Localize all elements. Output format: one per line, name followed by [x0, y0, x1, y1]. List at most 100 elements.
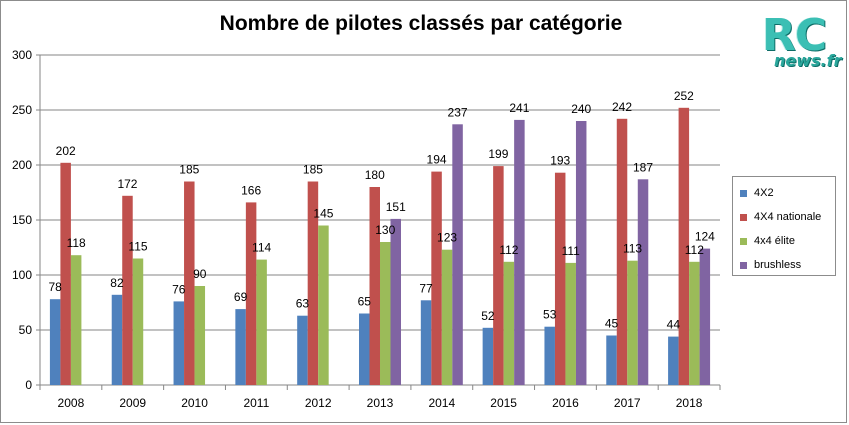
bar-4x2-2008: [49, 299, 61, 385]
bar-4x4-lite-2017: [627, 260, 638, 385]
legend-label: 4x4 élite: [754, 235, 795, 247]
bar-4x4-nationale-2010: [184, 181, 195, 385]
bar-brushless-2018: [699, 248, 711, 385]
y-tick-label: 200: [12, 158, 32, 172]
y-tick-label: 300: [12, 48, 32, 62]
data-label: 185: [303, 163, 323, 177]
data-label: 145: [313, 207, 333, 221]
x-tick-label: 2012: [305, 396, 332, 410]
chart-title: Nombre de pilotes classés par catégorie: [220, 12, 623, 35]
x-tick-label: 2009: [119, 396, 146, 410]
data-label: 82: [110, 276, 124, 290]
x-tick-label: 2017: [614, 396, 641, 410]
bar-brushless-2015: [514, 119, 525, 386]
bar-4x4-lite-2010: [194, 286, 206, 385]
bar-4x4-nationale-2018: [678, 107, 690, 386]
bar-4x4-lite-2014: [441, 249, 453, 385]
data-label: 78: [48, 280, 62, 294]
bars: [49, 107, 711, 386]
data-label: 187: [633, 160, 653, 174]
legend-item: 4X2: [740, 186, 774, 200]
bar-4x4-lite-2016: [565, 262, 576, 385]
legend-label: 4X2: [754, 187, 774, 199]
bar-4x4-lite-2009: [132, 258, 144, 385]
bar-4x4-nationale-2015: [493, 166, 504, 385]
bar-4x4-nationale-2008: [60, 162, 71, 385]
data-label: 252: [674, 89, 694, 103]
x-tick-label: 2015: [490, 396, 517, 410]
bar-4x4-lite-2011: [256, 259, 267, 385]
bar-4x2-2014: [420, 300, 432, 385]
bar-brushless-2013: [390, 218, 401, 385]
y-tick-label: 50: [19, 323, 33, 337]
data-label: 124: [695, 230, 715, 244]
rcnews-logo: RC news.fr: [760, 10, 841, 74]
data-label: 242: [612, 100, 632, 114]
logo-rc-text: RC: [762, 10, 827, 61]
data-label: 65: [358, 295, 372, 309]
x-tick-label: 2011: [243, 396, 269, 410]
data-label: 53: [543, 308, 557, 322]
data-label: 112: [685, 243, 704, 257]
bar-brushless-2017: [637, 179, 649, 385]
bar-4x2-2015: [482, 327, 494, 385]
legend-label: 4X4 nationale: [754, 211, 822, 223]
data-label: 69: [234, 290, 248, 304]
legend-item: brushless: [740, 258, 801, 272]
legend-item: 4x4 élite: [740, 234, 795, 248]
bar-4x4-nationale-2009: [122, 195, 133, 385]
legend-swatch: [740, 213, 747, 221]
data-label: 241: [509, 101, 529, 115]
bar-4x4-lite-2018: [689, 261, 700, 385]
bar-4x2-2017: [606, 335, 617, 385]
bar-brushless-2014: [452, 124, 463, 386]
data-label: 123: [437, 231, 457, 245]
y-tick-label: 150: [12, 213, 32, 227]
y-tick-label: 0: [25, 378, 32, 392]
bar-4x4-lite-2012: [318, 225, 329, 385]
data-label: 90: [193, 267, 207, 281]
bar-4x2-2013: [359, 313, 370, 385]
x-tick-label: 2010: [181, 396, 208, 410]
data-label: 194: [427, 153, 447, 167]
data-label: 240: [571, 102, 591, 116]
legend-swatch: [740, 189, 747, 197]
data-label: 130: [375, 223, 395, 237]
bar-4x4-nationale-2014: [431, 171, 442, 385]
bar-4x2-2010: [173, 301, 185, 385]
data-label: 237: [448, 105, 468, 119]
bar-4x2-2011: [235, 309, 246, 385]
data-label: 111: [562, 244, 581, 258]
x-tick-label: 2014: [428, 396, 455, 410]
y-tick-label: 250: [12, 103, 32, 117]
data-label: 185: [179, 163, 199, 177]
x-tick-label: 2018: [676, 396, 703, 410]
x-tick-label: 2016: [552, 396, 579, 410]
data-label: 172: [117, 177, 137, 191]
legend-swatch: [740, 261, 747, 269]
bar-4x4-lite-2013: [380, 242, 391, 385]
bar-4x4-nationale-2016: [554, 172, 566, 385]
x-tick-label: 2008: [58, 396, 85, 410]
data-label: 52: [481, 309, 495, 323]
data-label: 199: [488, 147, 508, 161]
data-label: 44: [667, 318, 681, 332]
data-label: 202: [56, 144, 76, 158]
bar-4x2-2012: [297, 315, 308, 385]
y-tick-label: 100: [12, 268, 32, 282]
bar-4x4-nationale-2013: [369, 187, 380, 385]
data-label: 112: [499, 243, 518, 257]
data-label: 76: [172, 282, 186, 296]
data-label: 77: [419, 281, 433, 295]
legend: 4X2 4X4 nationale 4x4 élite brushless: [732, 176, 836, 276]
bar-4x4-lite-2008: [70, 255, 82, 385]
gridlines: [40, 54, 720, 331]
bar-4x2-2016: [544, 326, 555, 385]
bar-brushless-2016: [575, 121, 587, 385]
bar-4x4-lite-2015: [503, 261, 515, 385]
data-label: 118: [67, 236, 86, 250]
data-label: 45: [605, 317, 619, 331]
data-label: 193: [550, 154, 570, 168]
data-label: 115: [128, 240, 147, 254]
